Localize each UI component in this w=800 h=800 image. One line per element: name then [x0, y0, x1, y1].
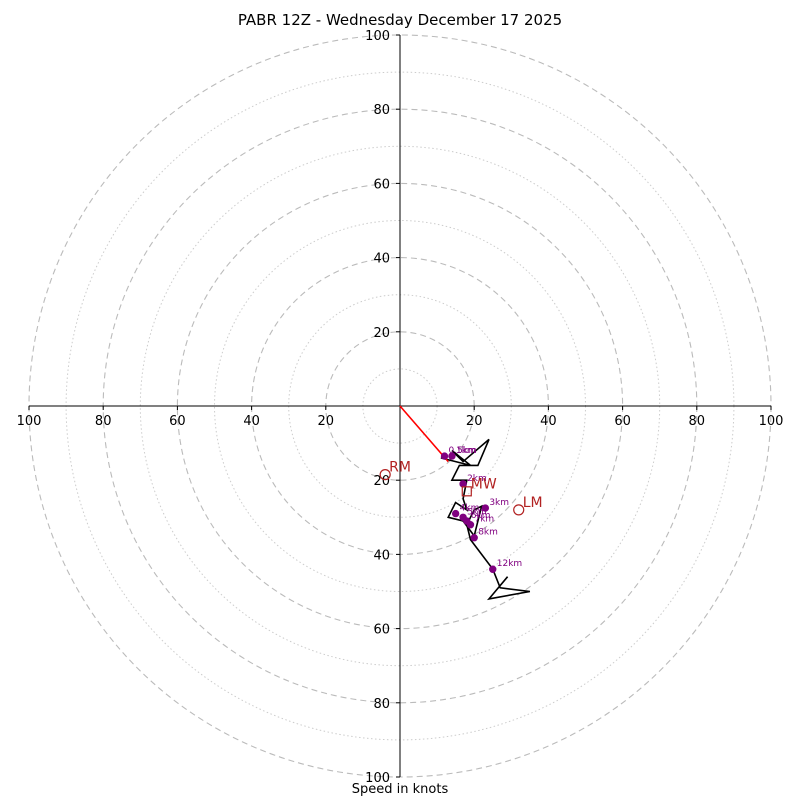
x-tick-label: 60	[614, 414, 631, 429]
height-marker-2km	[459, 480, 467, 488]
y-tick-label: 20	[373, 326, 390, 341]
y-tick-label: 80	[373, 697, 390, 712]
height-marker-4km	[451, 509, 460, 518]
x-tick-label: 100	[17, 414, 42, 429]
height-marker-7km	[466, 521, 475, 529]
y-tick-label: 40	[373, 252, 390, 267]
x-axis-label: Speed in knots	[351, 782, 449, 797]
height-label-6km: 6km	[471, 511, 491, 521]
x-tick-label: 20	[466, 414, 483, 429]
y-tick-label: 40	[373, 548, 390, 563]
storm-motion-marker-LM	[513, 504, 525, 516]
y-tick-label: 60	[373, 177, 390, 192]
height-label-5km: 5km	[467, 507, 487, 517]
tick-labels: 100 80 60 40 20 20 40 60 80 100 100 80 60 40 20 20 40 60 8…	[17, 29, 784, 786]
height-label-4km: 4km	[460, 504, 480, 514]
x-tick-label: 40	[243, 414, 260, 429]
x-tick-label: 40	[540, 414, 557, 429]
height-label-2km: 2km	[467, 474, 487, 484]
x-tick-label: 100	[759, 414, 784, 429]
storm-motion-marker-MW	[461, 486, 472, 497]
height-label-8km: 8km	[478, 528, 498, 538]
storm-motion-label-RM: RM	[389, 460, 411, 476]
x-tick-label: 20	[318, 414, 335, 429]
x-tick-label: 80	[95, 414, 112, 429]
y-tick-label: 60	[373, 623, 390, 638]
height-marker-3km	[481, 504, 490, 512]
y-tick-label: 20	[373, 474, 390, 489]
storm-motion-marker-RM	[379, 469, 391, 481]
height-label-12km: 12km	[497, 559, 522, 569]
height-marker-1km	[448, 452, 456, 460]
x-tick-label: 80	[689, 414, 706, 429]
height-marker-0.5km	[440, 452, 449, 460]
height-label-7km: 7km	[474, 515, 494, 525]
height-label-1km: 1km	[456, 446, 476, 456]
storm-motion-label-MW: MW	[471, 476, 497, 492]
chart-title: PABR 12Z - Wednesday December 17 2025	[237, 11, 563, 29]
height-marker-8km	[470, 534, 478, 542]
height-marker-12km	[489, 565, 497, 573]
y-tick-label: 100	[365, 771, 390, 786]
y-tick-label: 100	[365, 29, 390, 44]
height-label-3km: 3km	[489, 498, 509, 508]
shear-vector-line	[399, 405, 449, 463]
height-label-0.5km: 0.5km	[449, 446, 477, 456]
storm-motion-label-LM: LM	[523, 495, 543, 511]
y-tick-label: 80	[373, 103, 390, 118]
x-tick-label: 60	[169, 414, 186, 429]
